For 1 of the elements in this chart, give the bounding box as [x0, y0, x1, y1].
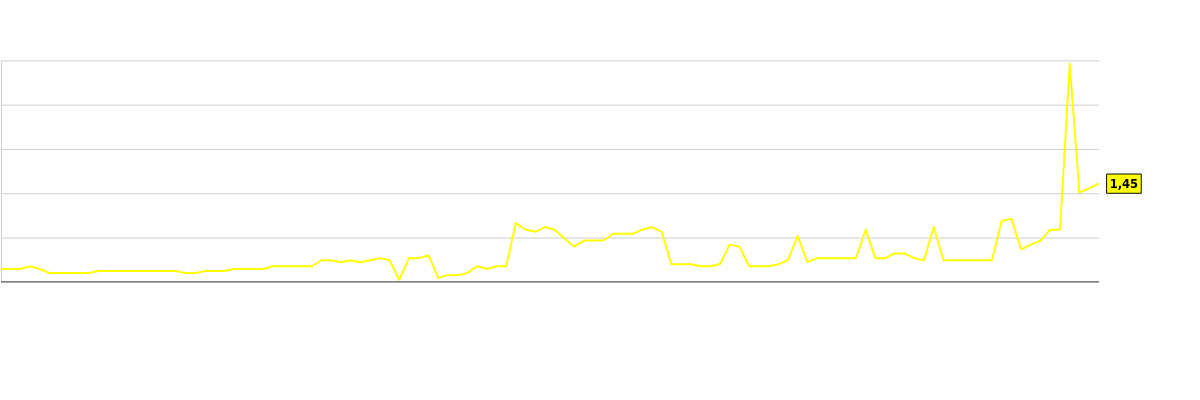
data-label: 1,45	[1109, 176, 1139, 191]
